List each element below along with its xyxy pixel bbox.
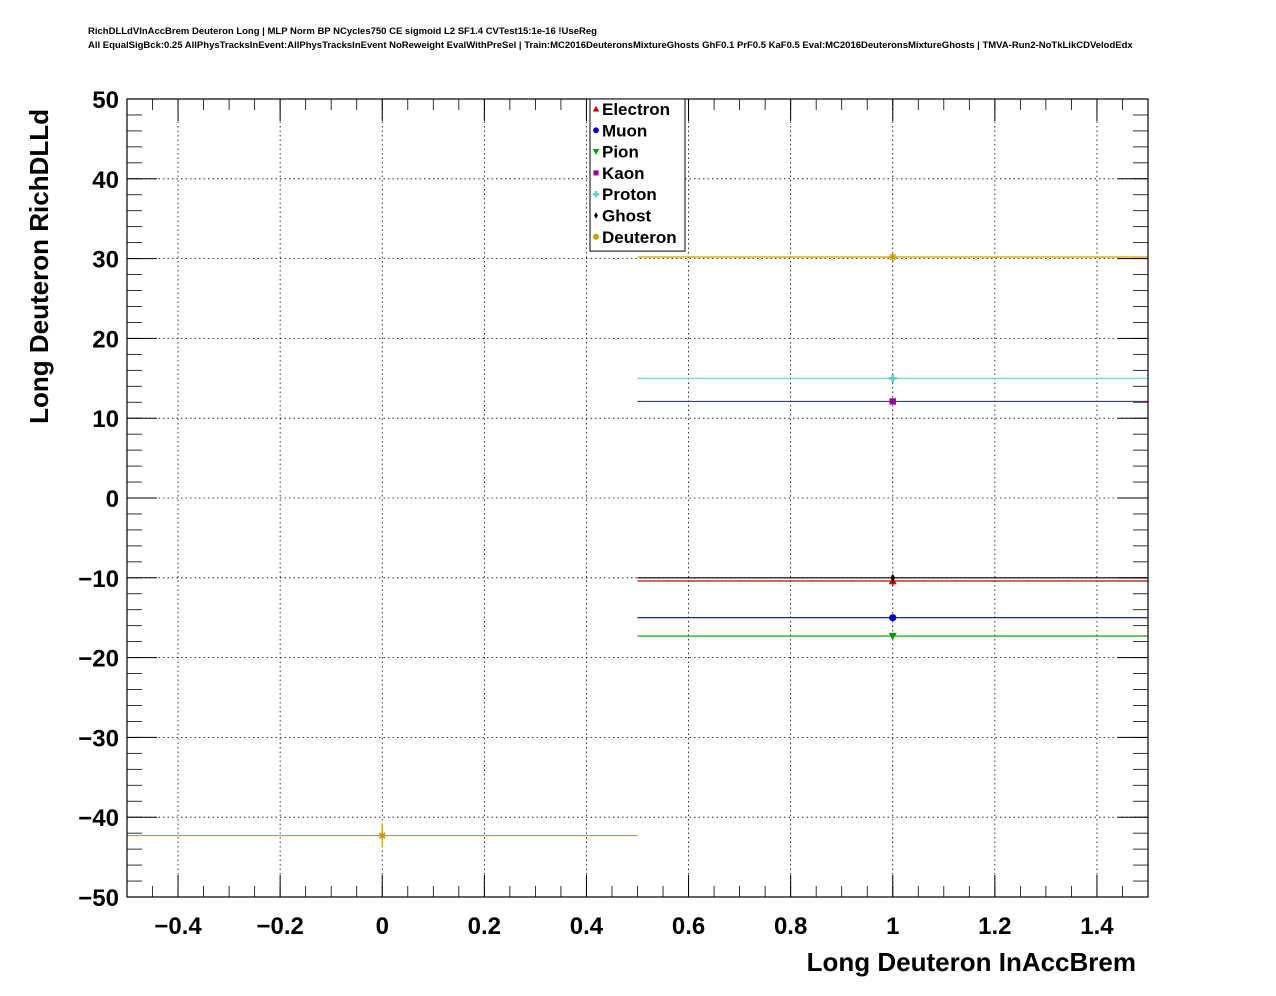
axis-ticks (126, 98, 1149, 898)
y-tick-label: −40 (78, 805, 119, 832)
x-tick-label: 1.4 (1080, 913, 1114, 940)
y-tick-label: −30 (78, 725, 119, 752)
data-points (127, 253, 1148, 848)
legend-item-electron: Electron (592, 100, 670, 119)
x-axis-label: Long Deuteron InAccBrem (807, 947, 1136, 977)
series-pion (637, 632, 1148, 641)
chart-title-line-2: All EqualSigBck:0.25 AllPhysTracksInEven… (88, 40, 1133, 51)
y-tick-label: 50 (92, 87, 119, 114)
y-tick-label: −10 (78, 566, 119, 593)
x-tick-label: 1.2 (978, 913, 1011, 940)
series-proton (637, 374, 1148, 383)
x-tick-label: 0.8 (774, 913, 807, 940)
legend-marker (592, 191, 600, 198)
legend-box (589, 98, 686, 252)
legend-marker (592, 149, 600, 155)
y-tick-label: 10 (92, 406, 119, 433)
legend-label: Pion (602, 143, 639, 162)
legend-item-ghost: Ghost (594, 207, 651, 226)
legend-item-muon: Muon (593, 121, 647, 140)
y-tick-label: −20 (78, 646, 119, 673)
tick-labels: −0.4 −0.2 0 0.2 0.4 0.6 0.8 1 1.2 1.4 −50 −40 −30 −20… (78, 87, 1114, 940)
legend-label: Proton (602, 185, 657, 204)
series-muon (637, 614, 1148, 622)
x-tick-label: 0.4 (570, 913, 604, 940)
y-tick-label: 0 (106, 486, 119, 513)
x-tick-label: 0.6 (672, 913, 705, 940)
data-point (889, 614, 897, 622)
series-kaon (637, 398, 1148, 405)
data-point (378, 831, 387, 840)
data-point (890, 573, 896, 582)
legend-label: Kaon (602, 164, 645, 183)
data-point (889, 398, 896, 405)
series-deuteron (127, 253, 1148, 848)
y-tick-label: 30 (92, 247, 119, 274)
y-tick-label: 20 (92, 326, 119, 353)
y-tick-label: 40 (92, 167, 119, 194)
legend: Electron Muon Pion Kaon Proton Ghost Deuteron (589, 98, 686, 252)
x-tick-label: 0 (376, 913, 389, 940)
legend-marker (592, 105, 600, 112)
data-point (888, 253, 897, 262)
x-tick-label: 0.2 (468, 913, 501, 940)
legend-label: Muon (602, 121, 647, 140)
legend-label: Deuteron (602, 228, 677, 247)
series-ghost (637, 573, 1148, 582)
data-point (888, 374, 897, 383)
x-tick-label: −0.4 (154, 913, 202, 940)
legend-item-deuteron: Deuteron (592, 228, 677, 247)
x-tick-label: 1 (886, 913, 899, 940)
legend-item-proton: Proton (592, 185, 657, 204)
x-tick-label: −0.2 (256, 913, 303, 940)
legend-item-kaon: Kaon (593, 164, 645, 183)
legend-marker (594, 212, 598, 219)
data-point (888, 632, 897, 641)
legend-marker (593, 127, 599, 134)
chart-title-line-1: RichDLLdVInAccBrem Deuteron Long | MLP N… (88, 26, 597, 37)
y-tick-label: −50 (78, 885, 119, 912)
legend-label: Electron (602, 100, 670, 119)
legend-item-pion: Pion (592, 143, 639, 162)
legend-marker (593, 170, 599, 176)
y-axis-label: Long Deuteron RichDLLd (24, 109, 54, 424)
legend-marker (592, 233, 600, 240)
legend-label: Ghost (602, 207, 651, 226)
